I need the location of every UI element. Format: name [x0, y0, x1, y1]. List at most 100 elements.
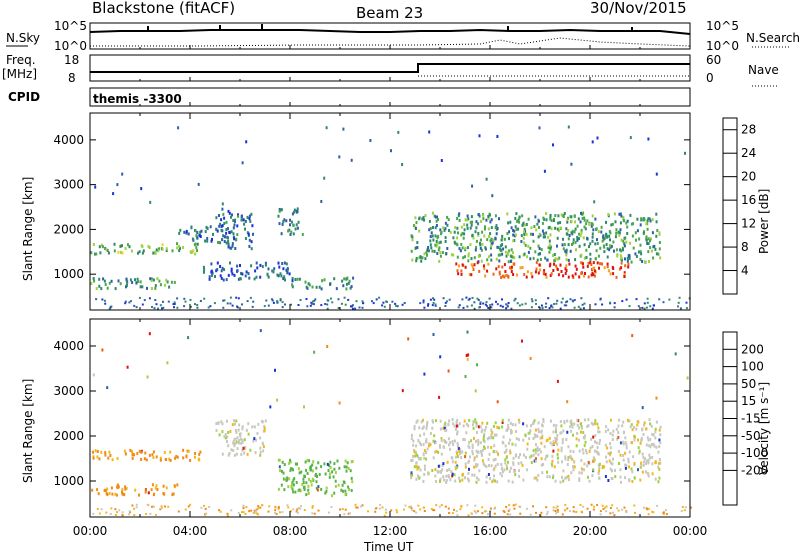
data-cell	[497, 246, 500, 250]
data-cell	[241, 427, 244, 431]
data-cell	[110, 507, 113, 510]
data-cell	[487, 215, 490, 218]
data-cell	[471, 452, 474, 456]
data-cell	[637, 305, 640, 308]
data-cell	[580, 228, 583, 232]
freq-unit: [MHz]	[2, 67, 37, 81]
data-cell	[477, 478, 480, 482]
data-cell	[495, 300, 497, 303]
data-cell	[236, 447, 239, 451]
data-cell	[590, 437, 593, 441]
data-cell	[632, 222, 635, 226]
data-cell	[643, 307, 646, 310]
data-cell	[626, 219, 629, 223]
data-cell	[283, 261, 286, 265]
data-cell	[460, 456, 463, 460]
data-cell	[345, 469, 348, 473]
data-cell	[414, 454, 417, 458]
data-cell	[323, 462, 326, 466]
data-cell	[138, 493, 140, 497]
data-cell	[557, 221, 560, 225]
data-cell	[467, 444, 470, 448]
data-cell	[457, 447, 460, 450]
power-ylabel: Slant Range [km]	[21, 177, 35, 281]
data-cell	[592, 261, 595, 265]
data-cell	[586, 219, 589, 223]
data-cell	[590, 503, 593, 506]
data-cell	[385, 300, 388, 303]
data-cell	[268, 505, 271, 508]
data-cell	[459, 508, 462, 511]
data-cell	[125, 277, 128, 281]
data-cell	[555, 302, 558, 305]
data-cell	[479, 302, 482, 305]
data-cell	[282, 277, 285, 281]
data-cell	[649, 219, 652, 223]
data-cell	[439, 355, 442, 359]
data-cell	[486, 421, 489, 425]
data-cell	[421, 217, 424, 221]
data-cell	[625, 511, 628, 514]
data-cell	[449, 447, 452, 451]
data-cell	[504, 270, 507, 273]
data-cell	[425, 251, 428, 254]
data-cell	[583, 462, 586, 466]
data-cell	[215, 216, 218, 220]
data-cell	[633, 435, 636, 439]
data-cell	[514, 473, 517, 477]
data-cell	[485, 301, 488, 304]
data-cell	[303, 488, 306, 491]
data-cell	[634, 511, 636, 514]
data-cell	[655, 445, 658, 449]
data-cell	[597, 230, 600, 234]
data-cell	[607, 213, 610, 216]
data-cell	[652, 256, 655, 260]
data-cell	[263, 429, 266, 433]
data-cell	[454, 226, 457, 229]
data-cell	[486, 305, 489, 308]
data-cell	[504, 245, 507, 249]
data-cell	[316, 488, 319, 492]
data-cell	[433, 509, 436, 512]
data-cell	[297, 467, 300, 471]
data-cell	[311, 477, 314, 481]
data-cell	[475, 476, 478, 480]
data-cell	[510, 265, 513, 269]
data-cell	[375, 507, 378, 510]
data-cell	[612, 267, 615, 270]
colorbar-frame	[722, 117, 738, 295]
data-cell	[653, 244, 656, 248]
data-cell	[515, 212, 518, 216]
data-cell	[446, 300, 448, 303]
data-cell	[454, 479, 457, 483]
data-cell	[470, 304, 473, 307]
data-cell	[305, 468, 308, 472]
nsky-trace	[89, 28, 691, 35]
data-cell	[513, 229, 516, 233]
data-cell	[521, 339, 523, 343]
data-cell	[452, 253, 455, 257]
data-cell	[414, 246, 417, 250]
data-cell	[500, 276, 503, 279]
data-cell	[456, 269, 459, 273]
data-cell	[343, 296, 346, 299]
velocity-colorbar-label: Velocity [m s⁻¹]	[757, 382, 771, 475]
data-cell	[586, 264, 589, 268]
data-cell	[482, 434, 485, 438]
data-cell	[580, 467, 583, 471]
data-cell	[440, 159, 443, 162]
data-cell	[631, 334, 634, 338]
data-cell	[472, 426, 475, 430]
data-cell	[158, 279, 161, 283]
data-cell	[461, 246, 464, 250]
data-cell	[559, 226, 562, 230]
data-cell	[583, 218, 586, 222]
data-cell	[177, 126, 180, 130]
data-cell	[548, 436, 551, 440]
data-cell	[506, 467, 509, 471]
data-cell	[222, 212, 225, 216]
data-cell	[482, 437, 485, 441]
data-cell	[566, 400, 569, 404]
data-cell	[535, 511, 537, 514]
data-cell	[639, 478, 642, 482]
